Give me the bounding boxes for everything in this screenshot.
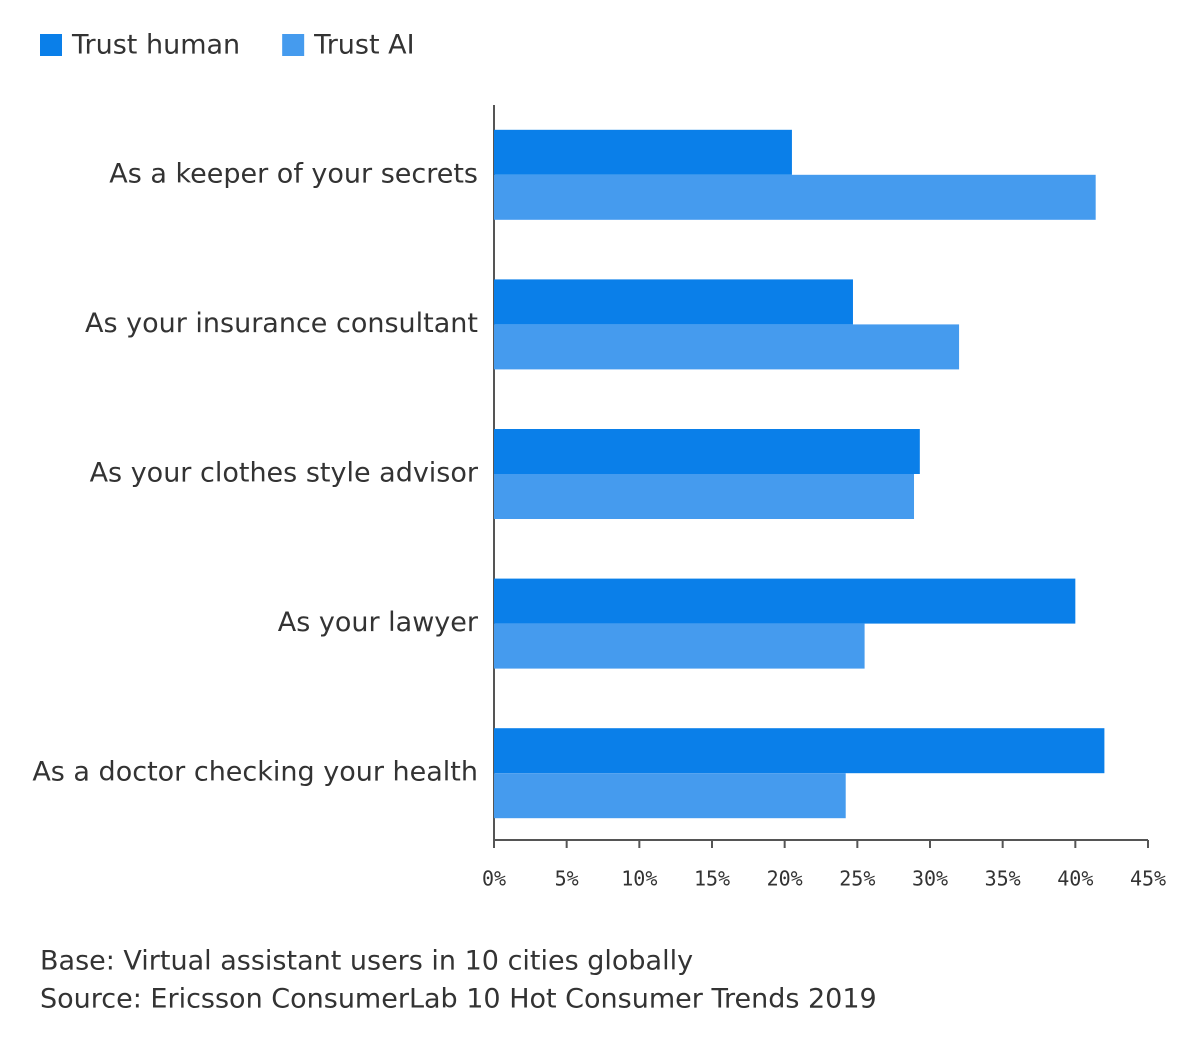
bar — [494, 174, 1096, 220]
bar — [494, 324, 960, 370]
x-tick-label: 10% — [621, 867, 657, 891]
y-tick-label: As a keeper of your secrets — [109, 158, 478, 189]
x-tick-label: 35% — [985, 867, 1021, 891]
x-tick-label: 20% — [767, 867, 803, 891]
x-tick-label: 0% — [482, 867, 506, 891]
bar — [494, 129, 792, 175]
y-tick-label: As your clothes style advisor — [90, 458, 479, 489]
x-tick-label: 5% — [555, 867, 579, 891]
legend-label: Trust human — [71, 30, 240, 61]
x-tick-label: 25% — [839, 867, 875, 891]
bar — [494, 279, 853, 325]
y-tick-label: As your insurance consultant — [85, 308, 478, 339]
x-tick-label: 30% — [912, 867, 948, 891]
base-note: Base: Virtual assistant users in 10 citi… — [40, 946, 693, 977]
legend-swatch — [40, 34, 62, 56]
x-tick-label: 15% — [694, 867, 730, 891]
bar — [494, 429, 920, 474]
legend-swatch — [282, 34, 305, 56]
bar — [494, 773, 846, 819]
legend-label: Trust AI — [313, 30, 414, 61]
bar — [494, 578, 1076, 624]
bar — [494, 474, 915, 519]
bar — [494, 623, 865, 669]
y-tick-label: As your lawyer — [278, 607, 479, 638]
bar — [494, 728, 1105, 774]
x-tick-label: 45% — [1130, 867, 1166, 891]
source-note: Source: Ericsson ConsumerLab 10 Hot Cons… — [40, 984, 877, 1015]
y-tick-label: As a doctor checking your health — [32, 757, 478, 788]
x-tick-label: 40% — [1057, 867, 1093, 891]
